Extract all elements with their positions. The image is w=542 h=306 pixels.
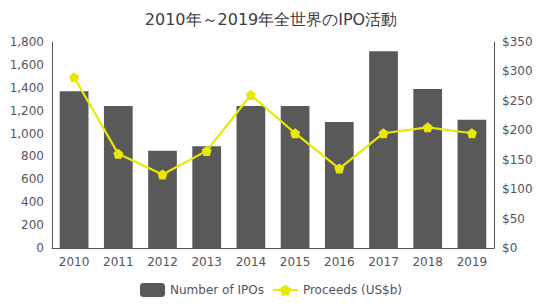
- svg-text:$150: $150: [502, 153, 533, 167]
- svg-text:2011: 2011: [103, 255, 134, 269]
- svg-text:2019: 2019: [457, 255, 488, 269]
- svg-text:1,200: 1,200: [10, 104, 44, 118]
- svg-text:Proceeds (US$b): Proceeds (US$b): [303, 283, 402, 297]
- svg-text:$300: $300: [502, 64, 533, 78]
- svg-text:0: 0: [36, 241, 44, 255]
- svg-text:1,600: 1,600: [10, 58, 44, 72]
- svg-text:2016: 2016: [324, 255, 355, 269]
- svg-text:$200: $200: [502, 123, 533, 137]
- svg-text:600: 600: [21, 172, 44, 186]
- svg-text:$250: $250: [502, 94, 533, 108]
- svg-text:$50: $50: [502, 212, 525, 226]
- svg-text:2013: 2013: [191, 255, 222, 269]
- svg-text:2010: 2010: [59, 255, 90, 269]
- svg-text:2017: 2017: [368, 255, 399, 269]
- svg-text:2015: 2015: [280, 255, 311, 269]
- svg-text:2014: 2014: [236, 255, 267, 269]
- svg-text:2018: 2018: [412, 255, 443, 269]
- svg-text:400: 400: [21, 195, 44, 209]
- svg-text:2012: 2012: [147, 255, 178, 269]
- svg-text:800: 800: [21, 149, 44, 163]
- svg-text:1,000: 1,000: [10, 127, 44, 141]
- svg-text:$0: $0: [502, 241, 517, 255]
- svg-text:200: 200: [21, 218, 44, 232]
- svg-text:Number of IPOs: Number of IPOs: [170, 283, 264, 297]
- svg-text:1,800: 1,800: [10, 35, 44, 49]
- svg-text:$100: $100: [502, 182, 533, 196]
- svg-text:$350: $350: [502, 35, 533, 49]
- svg-text:2010年～2019年全世界のIPO活動: 2010年～2019年全世界のIPO活動: [145, 10, 397, 29]
- svg-text:1,400: 1,400: [10, 81, 44, 95]
